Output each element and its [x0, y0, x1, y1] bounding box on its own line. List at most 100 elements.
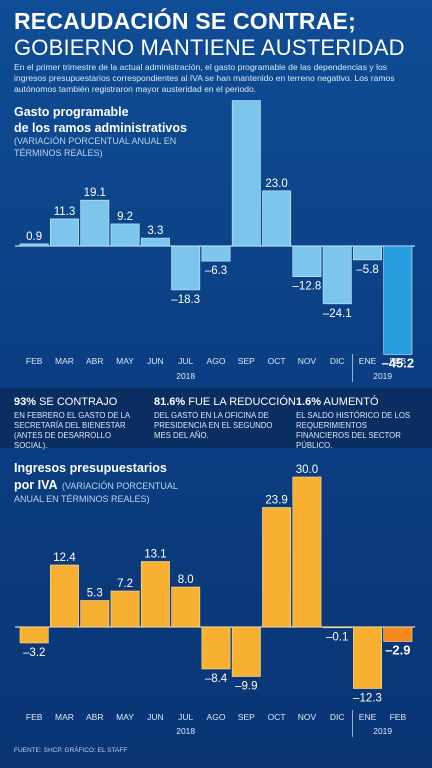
chart1-year-label-1: 2019 — [373, 371, 392, 381]
chart2-bar-6 — [201, 626, 231, 670]
chart2-category-label-5: JUL — [178, 712, 193, 722]
chart1-value-label-3: 9.2 — [117, 211, 133, 223]
chart1-title-line2: de los ramos administrativos — [14, 121, 187, 135]
chart2-subtitle-inline: (VARIACIÓN PORCENTUAL — [61, 481, 178, 491]
chart2-bar-11 — [353, 626, 382, 689]
stat-1-head: SE CONTRAJO — [36, 396, 118, 408]
chart1-subtitle-line1: (VARIACIÓN PORCENTUAL ANUAL EN — [14, 136, 177, 146]
chart2-category-label-10: DIC — [330, 712, 345, 722]
chart2-category-label-1: MAR — [55, 712, 74, 722]
chart2-subtitle-line2: ANUAL EN TÉRMINOS REALES) — [14, 494, 150, 504]
chart2-category-label-4: JUN — [147, 712, 164, 722]
chart1-subtitle-line2: TÉRMINOS REALES) — [14, 147, 103, 158]
chart2-category-label-11: ENE — [359, 712, 377, 722]
chart1-bar-4 — [140, 237, 170, 247]
chart1-bar-8 — [262, 190, 292, 247]
chart2-year-label-1: 2019 — [373, 726, 392, 736]
intro-text: En el primer trimestre de la actual admi… — [14, 62, 395, 94]
chart2-category-label-12: FEB — [390, 712, 407, 722]
chart2-category-label-9: NOV — [298, 712, 317, 722]
chart1-category-label-5: JUL — [178, 356, 193, 366]
stat-3-body: EL SALDO HISTÓRICO DE LOS REQUERIMIENTOS… — [296, 411, 411, 450]
stat-1-headline: 93% SE CONTRAJO — [14, 396, 139, 408]
chart1-category-label-0: FEB — [26, 356, 43, 366]
chart2-bar-chart: –3.2 FEB 12.4 MAR 5.3 ABR 7.2 MAY 13.1 JUN 8.0 JUL –… — [15, 464, 415, 737]
chart1-value-label-0: 0.9 — [26, 231, 42, 243]
chart1-value-label-6: –6.3 — [205, 265, 227, 277]
main-title-line1: RECAUDACIÓN SE CONTRAE; — [14, 8, 356, 34]
chart1-bar-1 — [50, 218, 79, 247]
chart2-value-label-11: –12.3 — [353, 693, 382, 705]
chart2-year-label-0: 2018 — [176, 726, 195, 736]
chart1-bar-0 — [19, 243, 49, 247]
chart2-bar-3 — [110, 590, 140, 628]
stat-3-headline: 1.6% AUMENTÓ — [296, 396, 421, 408]
stat-2-value: 81.6% — [154, 396, 186, 408]
stat-3-head: AUMENTÓ — [321, 396, 379, 408]
chart1-value-label-2: 19.1 — [84, 187, 106, 199]
main-title-line2: GOBIERNO MANTIENE AUSTERIDAD — [14, 35, 405, 60]
chart1-value-label-1: 11.3 — [54, 206, 76, 218]
chart2-value-label-6: –8.4 — [205, 673, 228, 685]
chart2-bar-10 — [322, 626, 352, 629]
chart1-bar-11 — [353, 245, 382, 261]
stat-2-head: FUE LA REDUCCIÓN — [185, 396, 296, 408]
chart2-title-line1: Ingresos presupuestarios — [14, 461, 167, 475]
chart1-value-label-10: –24.1 — [323, 308, 352, 320]
stats-band: 93% SE CONTRAJO EN FEBRERO EL GASTO DE L… — [0, 388, 432, 451]
chart1-title-block: Gasto programable de los ramos administr… — [14, 104, 187, 159]
chart1-title-line1: Gasto programable — [14, 105, 129, 119]
chart1-category-label-2: ABR — [86, 356, 103, 366]
chart2-category-label-0: FEB — [26, 712, 43, 722]
chart2-value-label-0: –3.2 — [23, 647, 45, 659]
chart2-category-label-2: ABR — [86, 712, 103, 722]
source-note: FUENTE: SHCP. GRÁFICO: EL STAFF — [14, 747, 128, 754]
chart1-category-label-12: FEB — [390, 356, 407, 366]
chart1-value-label-4: 3.3 — [147, 225, 163, 237]
chart1-value-label-5: –18.3 — [171, 294, 200, 306]
chart1-bar-3 — [110, 223, 140, 247]
chart1-bar-2 — [80, 199, 110, 247]
chart1-category-label-6: AGO — [207, 356, 226, 366]
chart2-value-label-1: 12.4 — [53, 552, 76, 564]
chart2-value-label-5: 8.0 — [178, 574, 194, 586]
chart1-category-label-9: NOV — [298, 356, 317, 366]
chart2-bar-1 — [50, 564, 79, 628]
stat-1: 93% SE CONTRAJO EN FEBRERO EL GASTO DE L… — [14, 396, 139, 451]
chart1-category-label-4: JUN — [147, 356, 164, 366]
chart2-bar-7 — [231, 626, 261, 677]
chart2-value-label-9: 30.0 — [296, 464, 318, 476]
chart2-value-label-3: 7.2 — [117, 578, 133, 590]
chart1-value-label-8: 23.0 — [265, 178, 287, 190]
chart2-value-label-12: –2.9 — [385, 643, 410, 658]
chart1-category-label-3: MAY — [116, 356, 134, 366]
chart2-value-label-2: 5.3 — [87, 588, 103, 600]
chart2-category-label-6: AGO — [207, 712, 226, 722]
chart2-category-label-3: MAY — [116, 712, 134, 722]
stat-3: 1.6% AUMENTÓ EL SALDO HISTÓRICO DE LOS R… — [296, 396, 421, 451]
chart1-bar-6 — [201, 245, 231, 262]
chart1-category-label-11: ENE — [359, 356, 377, 366]
chart2-value-label-10: –0.1 — [326, 632, 348, 644]
chart2-value-label-4: 13.1 — [144, 549, 166, 561]
chart2-bar-4 — [140, 561, 170, 628]
chart2-bar-9 — [292, 476, 322, 628]
chart1-category-label-7: SEP — [238, 356, 255, 366]
chart2-bar-2 — [80, 600, 110, 628]
chart1-bar-10 — [322, 245, 352, 305]
chart1-year-label-0: 2018 — [176, 371, 195, 381]
chart1-category-label-10: DIC — [330, 356, 345, 366]
chart2-title-block: Ingresos presupuestarios por IVA (VARIAC… — [14, 460, 178, 506]
chart2-category-label-8: OCT — [268, 712, 286, 722]
chart1-value-label-9: –12.8 — [293, 281, 322, 293]
chart2-category-label-7: SEP — [238, 712, 255, 722]
chart2-value-label-8: 23.9 — [265, 495, 287, 507]
chart2-bar-12 — [383, 626, 413, 642]
chart2-title-line2: por IVA — [14, 478, 58, 492]
chart2-bar-0 — [19, 626, 49, 644]
chart1-value-label-12: –45.2 — [382, 355, 415, 370]
chart1-bar-12 — [383, 245, 413, 355]
chart2-value-label-7: –9.9 — [235, 681, 257, 693]
stat-1-body: EN FEBRERO EL GASTO DE LA SECRETARÍA DEL… — [14, 411, 130, 450]
chart1-bar-7 — [231, 100, 261, 247]
